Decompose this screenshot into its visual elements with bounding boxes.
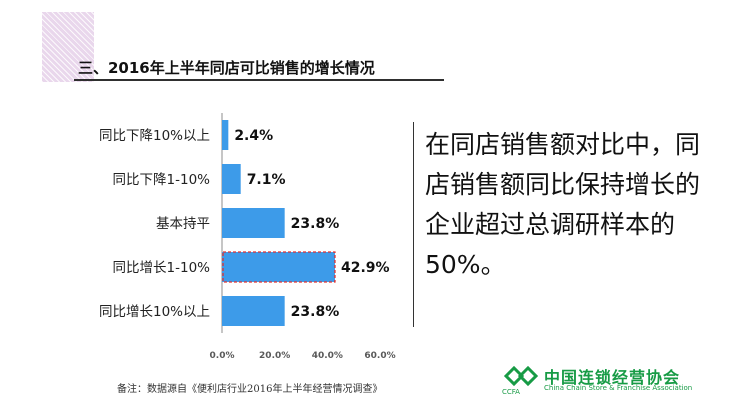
callout-text: 在同店销售额对比中，同店销售额同比保持增长的企业超过总调研样本的50%。 xyxy=(425,130,701,279)
highlight-outline xyxy=(222,251,336,283)
category-label: 基本持平 xyxy=(156,215,210,232)
footnote: 备注：数据源自《便利店行业2016年上半年经营情况调查》 xyxy=(117,384,383,395)
data-label: 7.1% xyxy=(247,172,286,188)
bar xyxy=(222,208,285,238)
logo-english-name: China Chain Store & Franchise Associatio… xyxy=(544,384,693,392)
data-label: 23.8% xyxy=(291,304,340,320)
category-label: 同比增长1-10% xyxy=(113,260,211,276)
bar xyxy=(222,252,335,282)
logo-name: 中国连锁经营协会 xyxy=(544,368,681,387)
decorative-hatch-block xyxy=(42,12,94,82)
title-bar: 三、2016年上半年同店可比销售的增长情况 xyxy=(74,57,414,77)
ccfa-logo: CCFA 中国连锁经营协会 China Chain Store & Franch… xyxy=(502,362,702,402)
vertical-divider xyxy=(413,122,414,327)
data-label: 42.9% xyxy=(341,260,390,276)
logo-abbreviation: CCFA xyxy=(502,388,520,396)
heading-underline xyxy=(74,79,444,81)
x-tick-label: 60.0% xyxy=(364,351,395,361)
data-label: 23.8% xyxy=(291,216,340,232)
bar xyxy=(222,120,229,150)
x-tick-label: 20.0% xyxy=(259,351,290,361)
category-label: 同比增长10%以上 xyxy=(99,304,210,320)
ccfa-emblem-icon xyxy=(504,365,539,387)
x-tick-label: 0.0% xyxy=(210,351,235,361)
x-tick-label: 40.0% xyxy=(312,351,343,361)
category-label: 同比下降10%以上 xyxy=(99,128,210,144)
section-heading: 三、2016年上半年同店可比销售的增长情况 xyxy=(78,59,375,77)
bar xyxy=(222,164,241,194)
data-label: 2.4% xyxy=(234,128,273,144)
category-label: 同比下降1-10% xyxy=(113,172,211,188)
bar xyxy=(222,296,285,326)
